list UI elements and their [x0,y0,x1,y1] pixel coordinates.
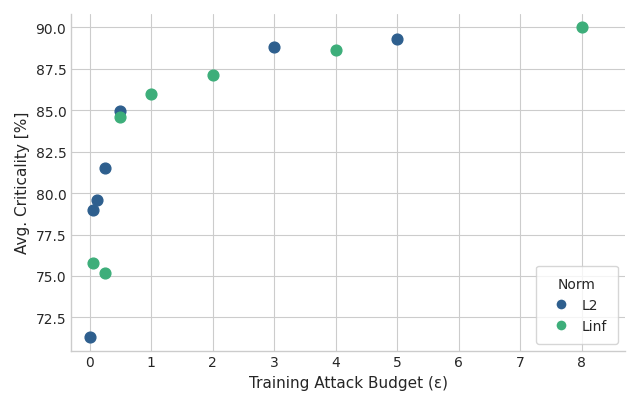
L2 [100,166,110,172]
Linf [577,25,587,32]
L2 [84,334,95,341]
Legend: L2, Linf: L2, Linf [536,266,618,344]
Y-axis label: Avg. Criticality [%]: Avg. Criticality [%] [15,112,30,254]
Linf [207,72,218,79]
Linf [331,47,341,54]
L2 [88,207,99,213]
L2 [392,36,403,43]
Linf [88,260,99,266]
L2 [115,109,125,115]
Linf [146,91,156,98]
X-axis label: Training Attack Budget (ε): Training Attack Budget (ε) [248,375,447,390]
L2 [92,197,102,203]
L2 [269,45,279,51]
Linf [115,114,125,121]
Linf [100,270,110,276]
